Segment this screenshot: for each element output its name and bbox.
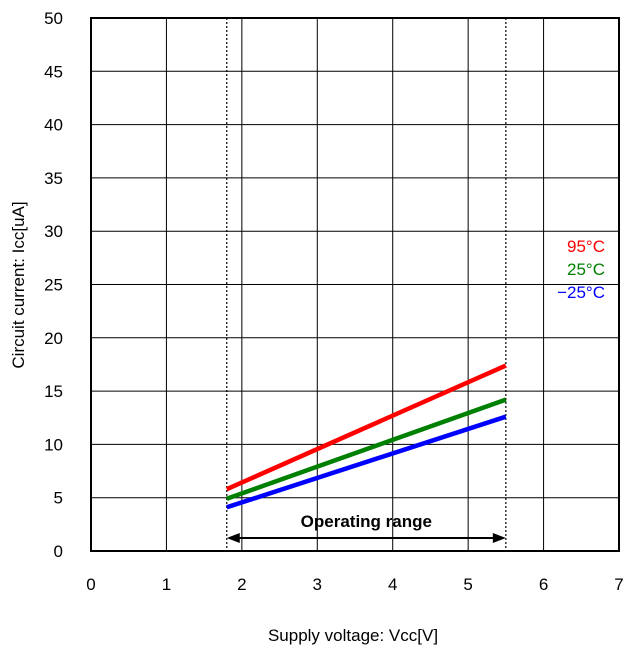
plot-frame [90,17,620,552]
x-tick-label: 1 [162,575,171,594]
grid-lines [91,18,619,551]
y-tick-label: 30 [44,222,63,241]
x-tick-label: 5 [463,575,472,594]
series-lines [225,363,507,510]
legend: 95°C 25°C −25°C [557,237,605,302]
series-line [225,363,507,492]
y-tick-label: 20 [44,329,63,348]
operating-range-label: Operating range [301,512,432,531]
y-tick-label: 5 [54,489,63,508]
series-line [226,414,507,510]
legend-entry: −25°C [557,283,605,302]
legend-entry: 95°C [567,237,605,256]
y-tick-label: 40 [44,116,63,135]
y-tick-label: 10 [44,435,63,454]
x-axis-label: Supply voltage: Vcc[V] [268,626,438,645]
x-tick-label: 0 [86,575,95,594]
x-tick-label: 4 [388,575,397,594]
arrowhead-right [492,533,506,543]
y-tick-label: 45 [44,62,63,81]
x-tick-label: 2 [237,575,246,594]
operating-range-markers [226,18,507,551]
y-tick-label: 35 [44,169,63,188]
y-tick-label: 0 [54,542,63,561]
x-tick-label: 7 [614,575,623,594]
y-axis-label: Circuit current: Icc[uA] [9,201,28,368]
x-tick-label: 6 [539,575,548,594]
arrowhead-left [226,533,240,543]
x-tick-label: 3 [313,575,322,594]
legend-entry: 25°C [567,260,605,279]
y-tick-label: 50 [44,9,63,28]
y-tick-label: 15 [44,382,63,401]
series-line [226,397,507,501]
y-tick-label: 25 [44,276,63,295]
